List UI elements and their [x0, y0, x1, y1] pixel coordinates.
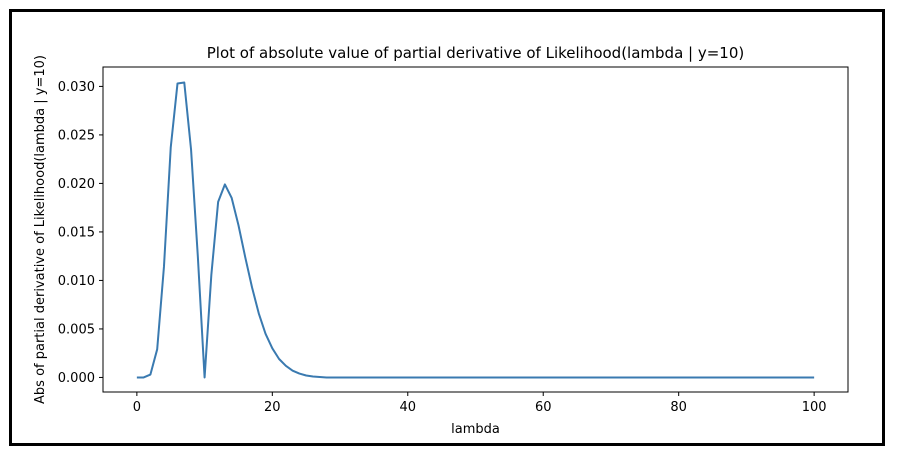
x-tick-label: 80	[670, 400, 687, 415]
x-axis-label: lambda	[451, 422, 500, 437]
chart-title: Plot of absolute value of partial deriva…	[207, 44, 745, 62]
series-line	[136, 81, 815, 379]
y-axis-label: Abs of partial derivative of Likelihood(…	[33, 55, 48, 404]
x-tick-label: 20	[264, 400, 281, 415]
y-tick-label: 0.025	[58, 128, 95, 143]
y-tick-label: 0.030	[58, 80, 95, 95]
y-tick-label: 0.020	[58, 177, 95, 192]
figure-frame	[9, 9, 885, 446]
plot-area	[102, 66, 849, 393]
y-axis-ticks: 0.000 0.005 0.010 0.015 0.020 0.025 0.030	[58, 80, 103, 386]
x-tick-label: 0	[133, 400, 141, 415]
y-tick-label: 0.005	[58, 322, 95, 337]
series-group	[136, 81, 815, 379]
x-tick-label: 40	[399, 400, 416, 415]
y-tick-label: 0.000	[58, 371, 95, 386]
y-tick-label: 0.015	[58, 225, 95, 240]
x-axis-ticks: 0 20 40 60 80 100	[133, 392, 827, 415]
y-tick-label: 0.010	[58, 274, 95, 289]
x-tick-label: 60	[535, 400, 552, 415]
x-tick-label: 100	[802, 400, 827, 415]
